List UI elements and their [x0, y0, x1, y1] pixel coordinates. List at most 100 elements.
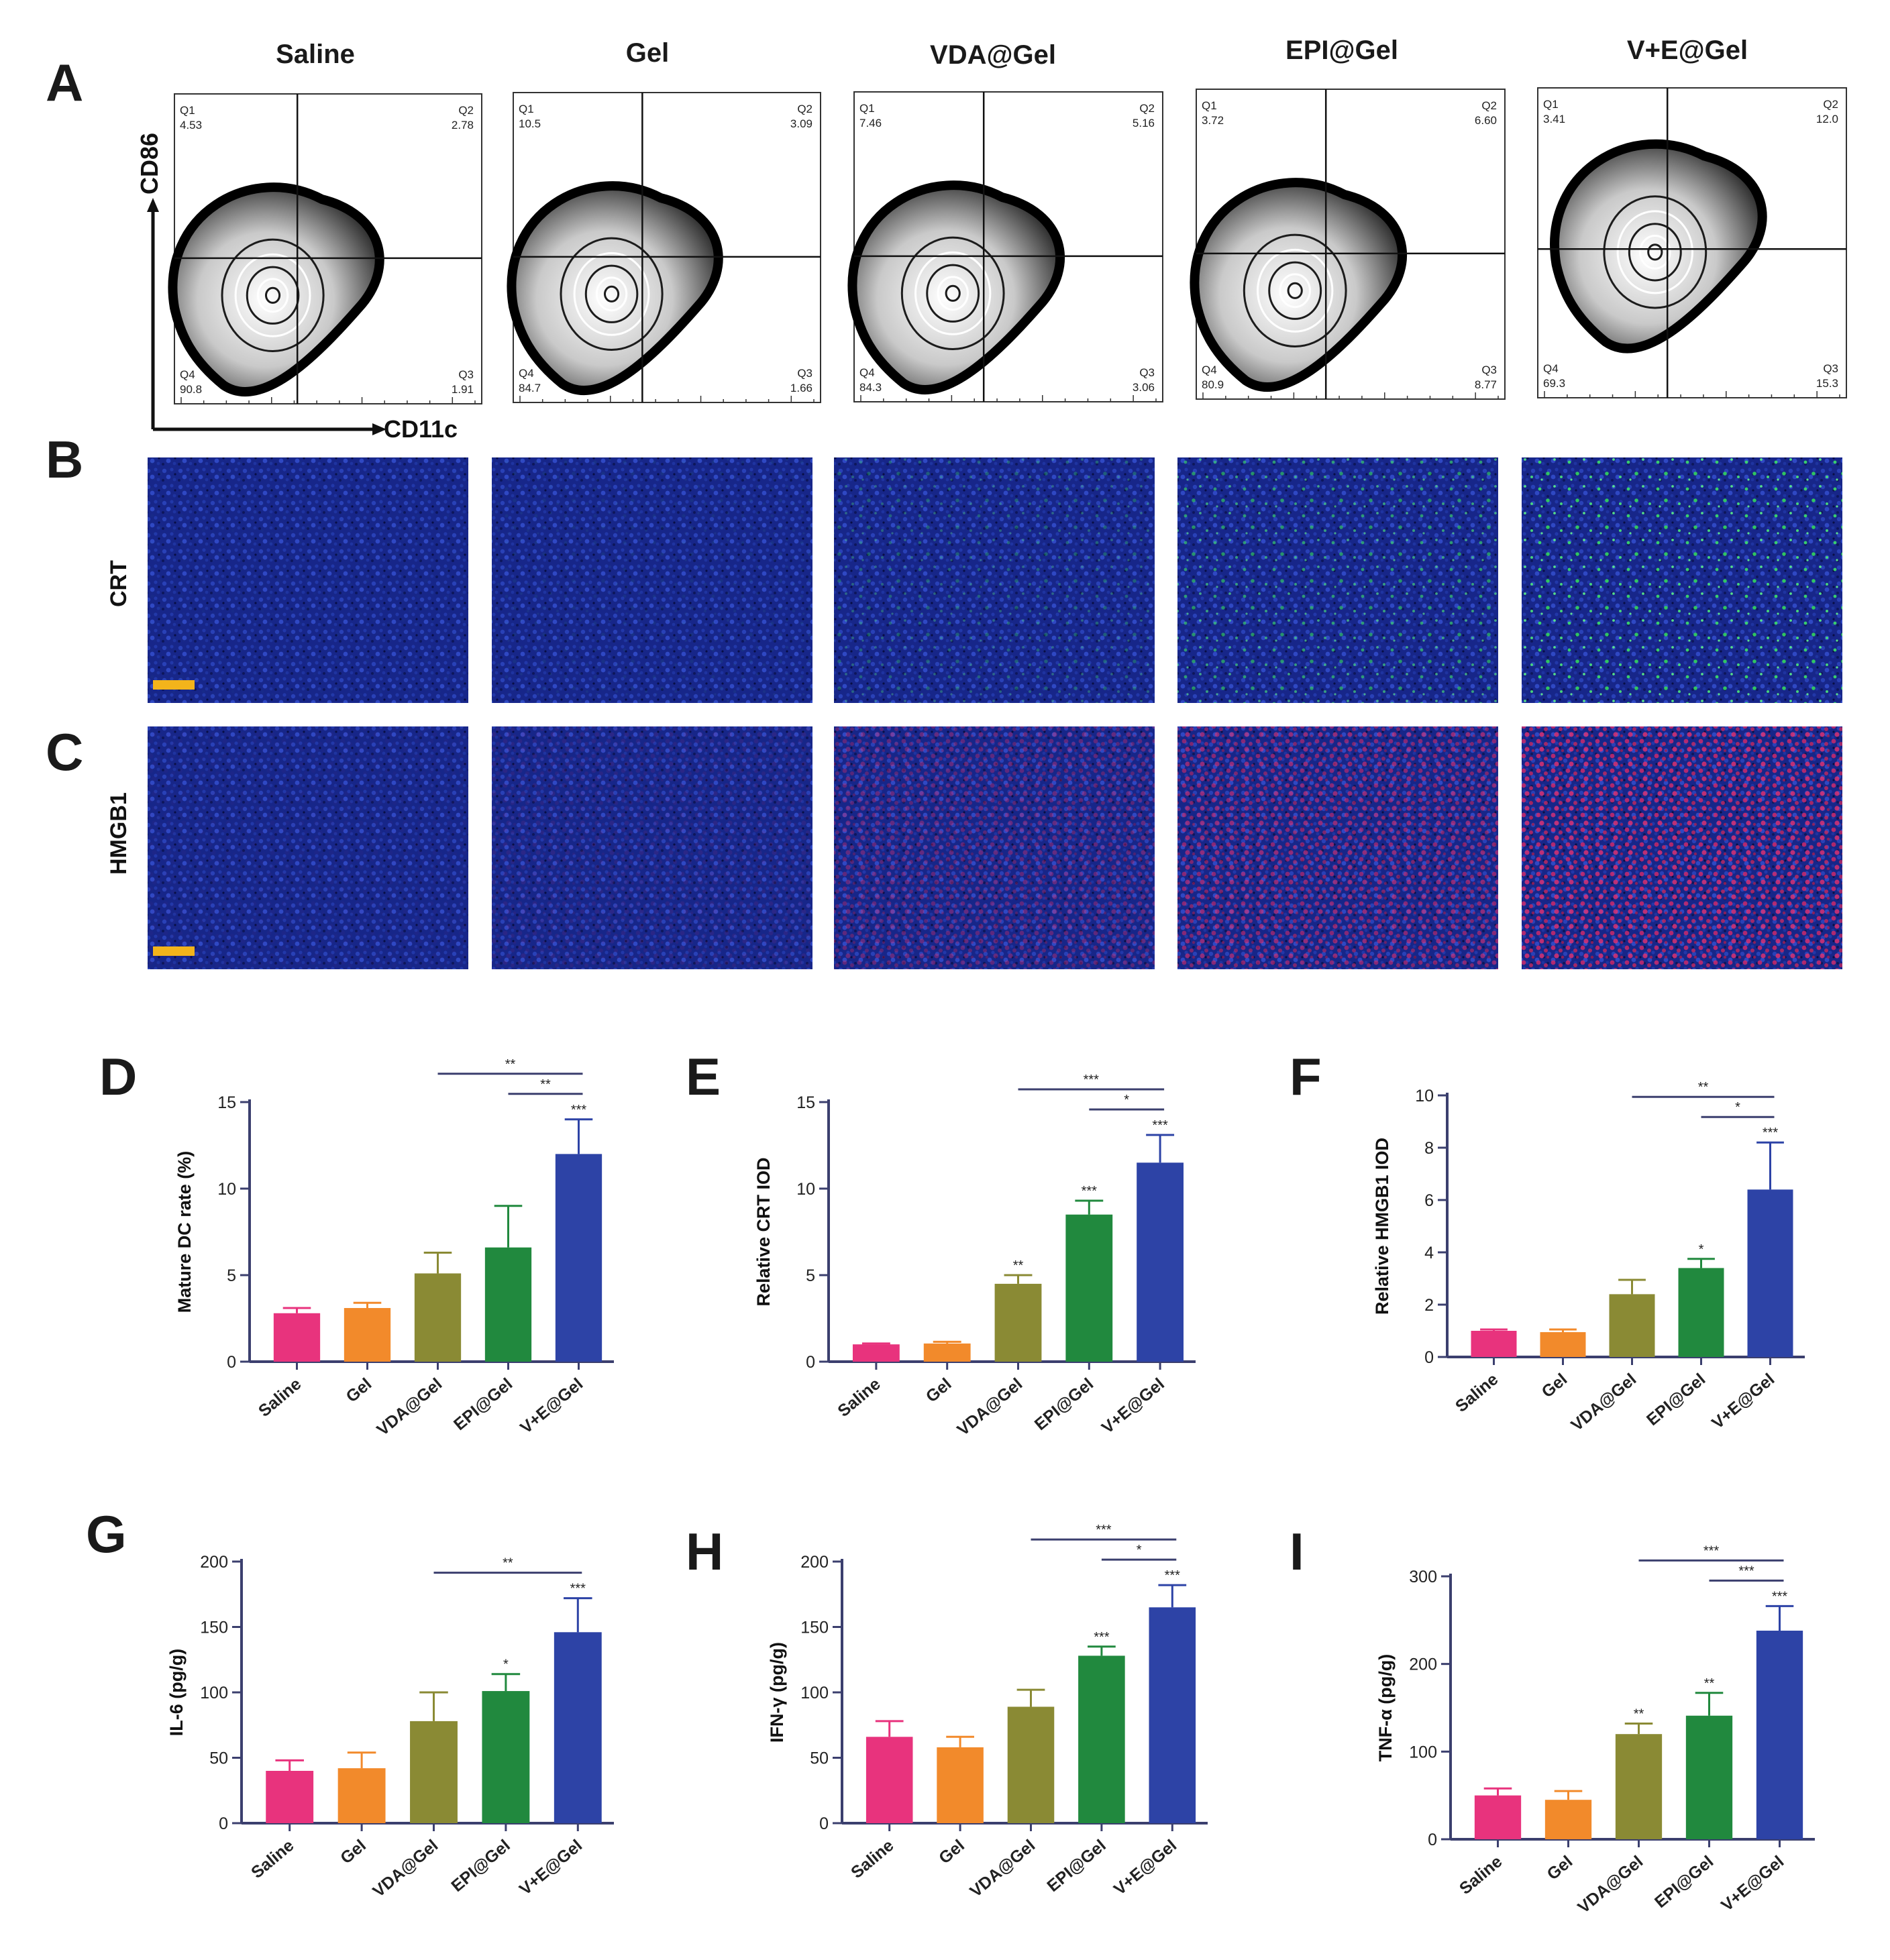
flow-q4-name: Q4: [1202, 364, 1217, 376]
flow-contour-ring: [595, 276, 628, 312]
panel-label-i: I: [1290, 1522, 1304, 1581]
bar-epi-gel: [1678, 1268, 1724, 1357]
bar-saline: [1471, 1331, 1517, 1357]
flow-q1-name: Q1: [1202, 99, 1217, 112]
y-tick-label: 0: [1428, 1831, 1437, 1849]
micrograph-stain-layer: [1177, 726, 1498, 969]
flow-q2-name: Q2: [1823, 98, 1838, 111]
bar-gel: [337, 1768, 386, 1823]
flow-contour-ring: [1279, 273, 1311, 309]
y-tick-label: 10: [217, 1180, 236, 1199]
micrograph-stain-layer: [148, 457, 468, 703]
x-tick-label: Saline: [248, 1836, 297, 1882]
bar-epi-gel: [484, 1247, 532, 1362]
bar-v-e-gel: [1756, 1631, 1803, 1839]
comparison-label: ***: [1738, 1564, 1754, 1578]
x-tick-label: V+E@Gel: [516, 1836, 586, 1899]
y-tick-label: 300: [1409, 1568, 1437, 1586]
micrograph-crt-saline: [148, 457, 468, 703]
bar-vda-gel: [1615, 1734, 1663, 1839]
y-tick-label: 0: [227, 1353, 236, 1372]
micrograph-crt-v-e-gel: [1522, 457, 1842, 703]
bar-v-e-gel: [1137, 1162, 1184, 1362]
bar-vda-gel: [410, 1721, 458, 1823]
flow-contour-ring: [603, 285, 620, 303]
micrograph-stain-layer: [492, 726, 812, 969]
bar-v-e-gel: [1149, 1607, 1196, 1823]
flow-q1-value: 3.72: [1202, 114, 1224, 127]
bar-chart-f: 0 2 4 6 8 10 Relative HMGB1 IOD Saline GelVDA@Ge…: [1372, 1080, 1805, 1435]
flow-q3-name: Q3: [1823, 362, 1838, 375]
x-tick-label: Saline: [847, 1836, 897, 1882]
x-tick-label: VDA@Gel: [966, 1836, 1039, 1901]
flow-q3-value: 15.3: [1816, 377, 1838, 390]
flow-plot-vda-gel: Q1 7.46 Q2 5.16 Q3 3.06 Q4 84.3: [847, 91, 1163, 402]
y-axis-title: IL-6 (pg/g): [166, 1649, 187, 1736]
x-tick-label: Gel: [935, 1836, 968, 1867]
panel-label-b: B: [46, 430, 83, 489]
micrograph-stain-layer: [492, 457, 812, 703]
x-tick-label: Gel: [342, 1374, 375, 1406]
y-tick-label: 2: [1424, 1296, 1434, 1315]
flow-contour-ring: [221, 238, 325, 352]
micrograph-hmgb1-v-e-gel: [1522, 726, 1842, 969]
y-tick-label: 10: [796, 1180, 815, 1199]
significance-mark: ***: [570, 1582, 586, 1596]
flow-plot-gel: Q1 10.5 Q2 3.09 Q3 1.66 Q4 84.7: [507, 92, 821, 403]
panel-label-a: A: [46, 53, 83, 112]
flow-contour-ring: [926, 264, 980, 323]
bar-saline: [1474, 1795, 1522, 1839]
x-tick-label: VDA@Gel: [373, 1374, 445, 1439]
flow-q3-value: 3.06: [1133, 381, 1155, 394]
flow-contour-ring: [914, 251, 992, 335]
comparison-label: **: [540, 1077, 551, 1092]
micrograph-hmgb1-vda-gel: [834, 726, 1155, 969]
flow-q1-value: 4.53: [180, 119, 202, 131]
comparison-label: ***: [1084, 1073, 1100, 1087]
x-tick-label: EPI@Gel: [450, 1374, 516, 1434]
flow-contour-ring: [1603, 195, 1708, 309]
flow-plot-saline: Q1 4.53 Q2 2.78 Q3 1.91 Q4 90.8: [168, 93, 482, 404]
micrograph-hmgb1-gel: [492, 726, 812, 969]
flow-contour-ring: [1647, 243, 1663, 261]
bar-epi-gel: [1065, 1214, 1113, 1362]
flow-axes: CD86 CD11c: [136, 133, 458, 443]
y-axis-title: Mature DC rate (%): [174, 1151, 195, 1313]
y-tick-label: 0: [1424, 1348, 1434, 1367]
flow-q4-name: Q4: [1543, 362, 1559, 375]
y-tick-label: 100: [1409, 1743, 1437, 1761]
flow-contour-ring: [560, 237, 664, 351]
panel-label-c: C: [46, 722, 83, 781]
micrograph-hmgb1-epi-gel: [1177, 726, 1498, 969]
micrograph-stain-layer: [834, 726, 1155, 969]
significance-mark: ***: [1152, 1118, 1168, 1133]
flow-q3-value: 1.91: [452, 383, 474, 396]
bar-chart-g: 0 50 100 150 200 IL-6 (pg/g) Saline Gel VDA@Gel E…: [166, 1553, 614, 1901]
x-tick-label: Gel: [923, 1374, 955, 1406]
group-title-ve-gel: V+E@Gel: [1627, 36, 1748, 65]
flow-q4-value: 84.3: [859, 381, 882, 394]
flow-q2-name: Q2: [1481, 99, 1497, 112]
imaging-rows: CRT HMGB1: [106, 457, 1842, 969]
y-tick-label: 0: [806, 1353, 815, 1372]
comparison-label: *: [1137, 1543, 1142, 1558]
significance-mark: ***: [1165, 1568, 1181, 1583]
flow-contour-ring: [264, 286, 281, 304]
y-tick-label: 0: [819, 1814, 829, 1833]
flow-q2-name: Q2: [1139, 102, 1155, 115]
significance-mark: ***: [1772, 1589, 1788, 1604]
imaging-row-label: HMGB1: [106, 792, 132, 875]
comparison-label: ***: [1703, 1543, 1720, 1558]
flow-q1-name: Q1: [1543, 98, 1559, 111]
comparison-label: **: [505, 1057, 516, 1072]
y-axis-title: Relative HMGB1 IOD: [1372, 1138, 1392, 1315]
flow-q4-value: 84.7: [519, 382, 541, 394]
comparison-label: *: [1735, 1100, 1740, 1115]
bar-chart-d: 0 5 10 15 Mature DC rate (%) Saline GelVDA@Gel…: [174, 1057, 614, 1439]
flow-q4-value: 90.8: [180, 383, 202, 396]
x-tick-label: V+E@Gel: [1110, 1836, 1180, 1899]
y-tick-label: 15: [796, 1093, 815, 1112]
micrograph-stain-layer: [1177, 457, 1498, 703]
bar-v-e-gel: [555, 1154, 602, 1362]
flow-contour-ring: [246, 266, 300, 325]
